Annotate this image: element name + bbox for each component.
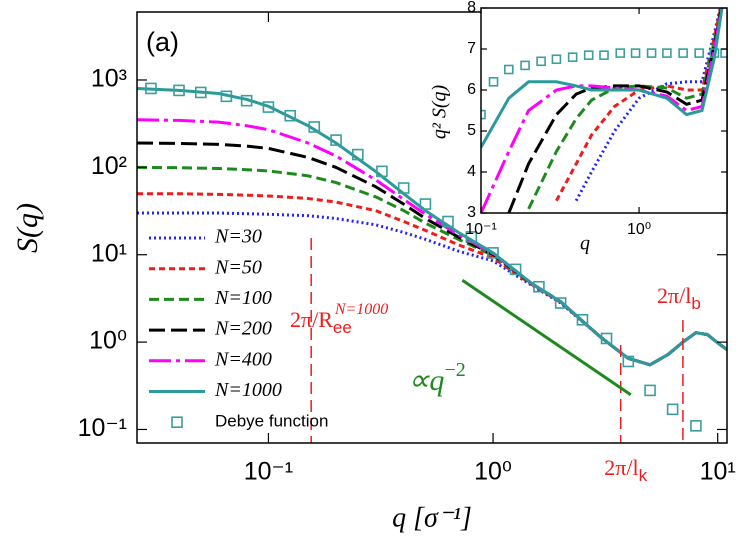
- data-point: [284, 109, 296, 122]
- data-point: [615, 48, 626, 58]
- y-tick-label: 3: [467, 204, 476, 221]
- x-tick-label: 10⁻¹: [465, 221, 497, 238]
- slope-guide: [461, 279, 632, 396]
- x-tick-label: 10⁰: [474, 458, 512, 486]
- plot-area: [137, 82, 727, 432]
- reference-label: 2π/lk: [604, 455, 647, 485]
- y-tick-label: 10³: [91, 65, 127, 93]
- y-axis-label: q² S(q): [429, 85, 451, 140]
- data-point: [709, 48, 720, 58]
- y-tick-label: 10²: [91, 152, 127, 180]
- data-line: [481, 8, 724, 149]
- data-point: [567, 52, 578, 63]
- data-point: [145, 82, 157, 95]
- data-point: [678, 48, 688, 58]
- data-point: [554, 297, 567, 309]
- label-main: 2π/l: [657, 283, 691, 308]
- data-point: [694, 48, 704, 58]
- data-point: [583, 50, 594, 60]
- legend-label: Debye function: [215, 412, 328, 431]
- data-line: [137, 87, 727, 367]
- y-tick-label: 6: [467, 81, 476, 98]
- data-point: [630, 48, 641, 58]
- label-sup: N=1000: [334, 301, 388, 318]
- y-axis-label: S(q): [11, 203, 44, 253]
- label-sub: b: [691, 294, 700, 313]
- data-point: [442, 215, 454, 228]
- panel-label: (a): [146, 27, 179, 57]
- data-point: [646, 48, 657, 58]
- y-tick-label: 10⁻¹: [78, 414, 127, 442]
- y-tick-label: 7: [467, 40, 476, 57]
- data-point: [194, 86, 207, 99]
- data-point: [330, 134, 342, 146]
- label-main: ∝q: [408, 364, 444, 397]
- legend-label: N=200: [214, 318, 272, 340]
- legend-label: N=1000: [214, 379, 282, 401]
- inset-background: [481, 8, 727, 213]
- label-sub: k: [639, 466, 648, 485]
- y-tick-label: 5: [467, 122, 476, 139]
- data-point: [240, 94, 253, 107]
- y-tick-label: 4: [467, 163, 476, 180]
- reference-label: 2π/lb: [657, 283, 701, 313]
- data-point: [622, 355, 635, 368]
- y-tick-label: 10⁰: [89, 327, 127, 355]
- data-point: [576, 313, 589, 326]
- x-tick-label: 10⁻¹: [244, 458, 293, 486]
- slope-label: ∝q−2: [408, 359, 466, 397]
- label-sub: ee: [333, 318, 352, 337]
- data-point: [220, 90, 233, 103]
- x-tick-label: 10¹: [700, 458, 736, 486]
- data-point: [690, 420, 702, 432]
- data-point: [419, 198, 432, 210]
- label-main: 2π/l: [604, 455, 638, 480]
- data-point: [488, 77, 499, 87]
- data-point: [262, 101, 275, 113]
- legend-label: N=100: [214, 287, 272, 309]
- legend-marker: [171, 416, 183, 429]
- data-point: [481, 109, 486, 120]
- x-axis-label: q: [580, 233, 590, 255]
- data-line: [137, 165, 727, 367]
- data-point: [504, 64, 514, 75]
- x-axis-label: q [σ⁻¹]: [392, 502, 472, 533]
- legend-label: N=400: [214, 348, 272, 370]
- data-point: [662, 48, 672, 58]
- reference-label: 2π/ReeN=1000: [290, 301, 388, 338]
- data-point: [487, 247, 499, 259]
- x-tick-label: 10⁰: [627, 221, 651, 238]
- data-point: [644, 384, 656, 397]
- legend-label: N=30: [214, 226, 262, 248]
- label-sup: −2: [444, 359, 465, 381]
- data-point: [376, 165, 388, 178]
- data-point: [536, 56, 546, 67]
- data-point: [533, 280, 545, 293]
- data-point: [666, 403, 679, 416]
- y-tick-label: 8: [467, 0, 476, 16]
- label-main: 2π/R: [290, 307, 333, 332]
- data-point: [173, 84, 185, 97]
- data-point: [599, 50, 609, 60]
- plot-frame: [136, 11, 728, 444]
- y-tick-label: 10¹: [91, 239, 127, 267]
- legend-label: N=50: [214, 256, 262, 278]
- data-point: [520, 60, 530, 71]
- data-point: [397, 182, 410, 194]
- data-point: [308, 121, 321, 133]
- data-point: [352, 148, 364, 161]
- data-point: [551, 54, 562, 65]
- inset: 10⁻¹ 10⁰ 3 4 5 6 7 8 q q² S(q): [429, 0, 728, 255]
- plot-frame: [480, 7, 728, 214]
- data-point: [465, 231, 478, 243]
- data-point: [600, 332, 613, 345]
- data-point: [509, 263, 522, 276]
- plot-area: [481, 8, 727, 213]
